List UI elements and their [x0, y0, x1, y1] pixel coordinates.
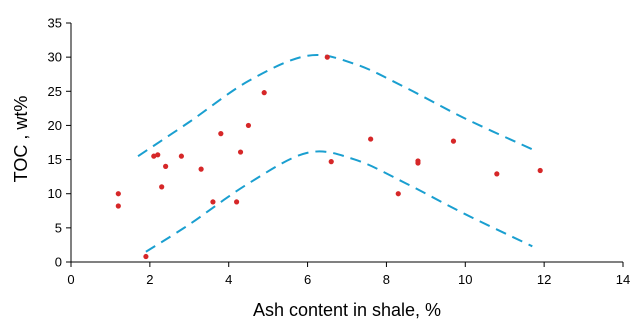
- scatter-point: [151, 153, 157, 159]
- data-points: [115, 54, 543, 260]
- scatter-point: [395, 191, 401, 197]
- x-tick-label: 8: [383, 272, 390, 287]
- scatter-point: [324, 54, 330, 60]
- scatter-point: [494, 171, 500, 177]
- y-tick-label: 25: [48, 84, 62, 99]
- y-tick-label: 5: [55, 220, 62, 235]
- scatter-point: [368, 136, 374, 142]
- scatter-point: [537, 167, 543, 174]
- x-tick-label: 10: [458, 272, 472, 287]
- x-axis-title: Ash content in shale, %: [253, 300, 441, 320]
- scatter-point: [450, 138, 457, 144]
- x-tick-label: 0: [67, 272, 74, 287]
- y-tick-label: 10: [48, 186, 62, 201]
- y-axis-title: TOC , wt%: [11, 96, 31, 183]
- x-axis-ticks: 0 2 4 6 8 10 12 14: [67, 262, 630, 287]
- scatter-point: [178, 153, 184, 159]
- x-tick-label: 14: [616, 272, 630, 287]
- scatter-point: [115, 203, 121, 209]
- y-axis-ticks: 0 5 10 15 20 25 30 35: [48, 16, 71, 270]
- envelope-curves: [137, 54, 533, 253]
- y-tick-label: 0: [55, 255, 62, 270]
- scatter-point: [234, 199, 240, 205]
- scatter-point: [210, 199, 216, 205]
- scatter-point: [163, 163, 169, 169]
- scatter-point: [143, 253, 149, 260]
- x-tick-label: 2: [146, 272, 153, 287]
- scatter-point: [237, 149, 244, 155]
- lower-envelope-curve: [145, 150, 533, 253]
- upper-envelope-curve: [137, 54, 533, 157]
- x-tick-label: 6: [304, 272, 311, 287]
- scatter-point: [261, 90, 267, 96]
- scatter-point: [159, 184, 165, 190]
- y-tick-label: 15: [48, 152, 62, 167]
- scatter-point: [218, 131, 224, 137]
- scatter-point: [415, 160, 421, 166]
- scatter-point: [328, 159, 334, 165]
- y-tick-label: 30: [48, 50, 62, 65]
- scatter-point: [155, 152, 161, 158]
- x-tick-label: 12: [537, 272, 551, 287]
- scatter-point: [115, 191, 121, 197]
- y-tick-label: 35: [48, 16, 62, 31]
- scatter-point: [198, 166, 204, 172]
- y-tick-label: 20: [48, 118, 62, 133]
- x-tick-label: 4: [225, 272, 232, 287]
- scatter-point: [245, 122, 252, 129]
